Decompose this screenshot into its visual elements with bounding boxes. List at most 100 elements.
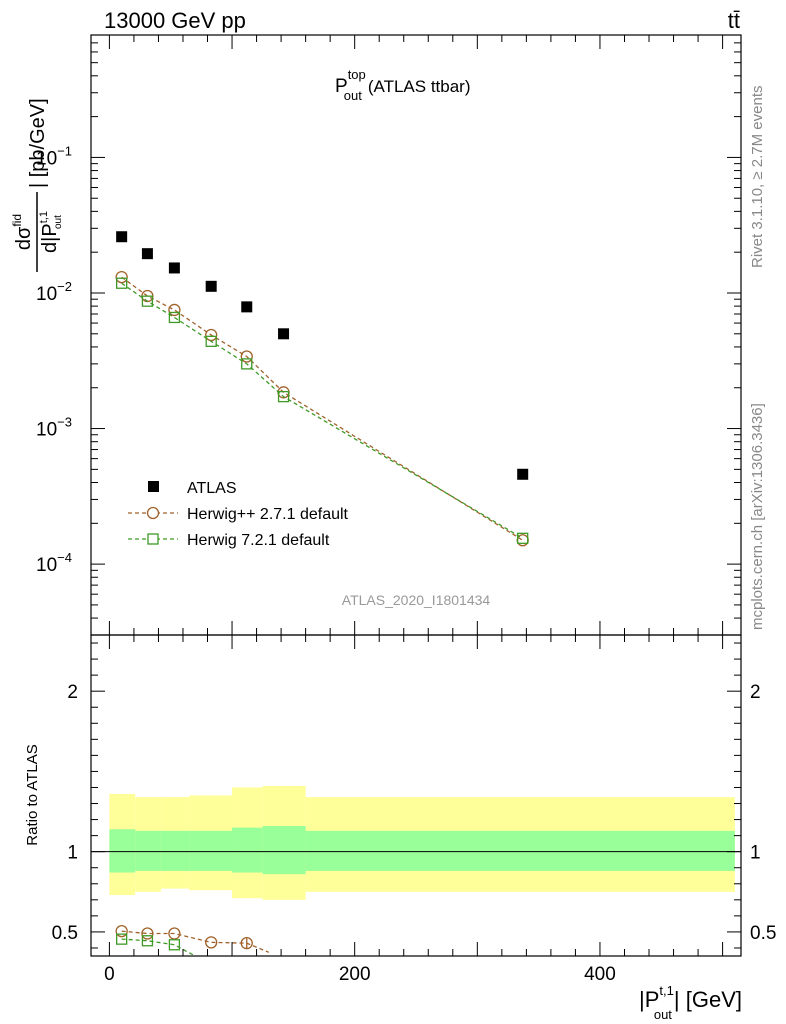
herwig7-point [168,311,181,324]
herwig7-point [517,532,529,544]
herwig7-ratio-point [116,933,128,945]
herwigpp-point [240,350,253,363]
mcplots-label: mcplots.cern.ch [arXiv:1306.3436] [749,403,766,630]
y-label-denominator: d|Pt,1 out [38,211,64,253]
inner-band-segment [305,830,735,871]
atlas-point [278,328,290,340]
y-label-den-main: d|P [39,223,61,253]
atlas-point [141,248,153,260]
y-label-numerator: dσfid [10,214,35,250]
herwig7-point [141,295,154,307]
process-label: tt̄ [728,8,740,33]
inner-band-segment [109,829,136,873]
ratio-y-tick-label-right: 2 [750,682,761,703]
main-y-tick-label: 10−1 [36,143,72,169]
herwig7-ratio-curve [121,938,196,956]
legend-atlas-marker [148,481,159,492]
herwigpp-ratio-curve [121,930,270,953]
legend-entry-herwig7: Herwig 7.2.1 default [128,532,330,549]
legend-herwig7-marker [147,533,159,545]
x-tick-label: 0 [104,964,115,985]
herwig7-curve [121,282,524,539]
main-y-tick-label: 10−2 [36,279,72,305]
tick-base: 10 [36,555,57,576]
inner-band-segment [160,830,190,871]
herwigpp-ratio-point [141,927,154,940]
tick-base: 10 [36,148,57,169]
y-label-num-main: dσ [13,226,35,250]
main-series-layer [115,231,529,547]
herwig7-ratio-point [168,939,181,951]
x-label-sup: t,1 [659,983,673,998]
herwig7-ratio-point [141,935,154,947]
y-label-num-sup: fid [10,214,24,227]
main-y-axis-label: dσfid d|Pt,1 out | [pb/GeV] [10,98,64,272]
tick-exponent: −2 [57,279,72,294]
ratio-y-tick-label-right: 0.5 [750,923,776,944]
y-label-den-sub: out [53,215,64,229]
y-label-den-sup: t,1 [38,211,50,223]
herwig7-point [116,277,128,289]
herwigpp-ratio-point [168,927,181,940]
main-y-tick-label: 10−3 [36,415,72,441]
ratio-y-tick-label-left: 0.5 [52,923,78,944]
legend: ATLAS Herwig++ 2.7.1 default Herwig 7.2.… [128,480,349,549]
rivet-label: Rivet 3.1.10, ≥ 2.7M events [749,86,766,269]
main-y-tick-labels: 10−110−210−310−4 [36,143,72,576]
energy-label: 13000 GeV pp [104,8,246,33]
main-title-superscript: top [348,67,366,82]
herwig7-point [277,390,290,403]
x-label-rest: | [GeV] [674,987,742,1012]
legend-entry-atlas: ATLAS [148,480,237,497]
legend-herwig7-label: Herwig 7.2.1 default [187,532,330,549]
ratio-series-layer [115,924,270,956]
atlas-point [241,301,253,313]
legend-entry-herwigpp: Herwig++ 2.7.1 default [128,506,349,523]
tick-exponent: −1 [57,143,72,158]
axis-ticks [91,34,741,956]
tick-exponent: −4 [57,550,72,565]
main-title-symbol: P [335,76,348,97]
herwig7-point [241,358,253,370]
ratio-uncertainty-bands [109,785,735,900]
x-label-main: |P [639,987,659,1012]
x-tick-label: 400 [584,964,616,985]
ratio-plot-frame [90,634,742,957]
herwigpp-point [205,328,218,342]
atlas-point [517,468,529,480]
atlas-point [116,231,128,243]
inner-band-segment [262,825,306,875]
herwigpp-ratio-point [205,936,218,949]
ratio-y-tick-label-left: 1 [67,843,78,864]
main-title-rest: (ATLAS ttbar) [368,77,471,96]
ratio-y-tick-label-left: 2 [67,682,78,703]
ratio-y-tick-labels: 0.5 0.5 1 1 2 2 [52,682,777,944]
tick-base: 10 [36,284,57,305]
ratio-y-tick-label-right: 1 [750,843,761,864]
atlas-point [205,280,217,292]
x-tick-label: 200 [339,964,371,985]
ratio-y-axis-label: Ratio to ATLAS [24,744,41,845]
legend-herwigpp-marker [146,506,160,520]
x-label-sub: out [654,1007,672,1022]
inner-band-segment [189,830,233,871]
main-title-subscript: out [344,88,362,103]
atlas-point [168,262,180,274]
tick-exponent: −3 [57,415,72,430]
inner-band-segment [135,830,161,871]
main-y-tick-label: 10−4 [36,550,72,576]
x-axis-label: |Pt,1 out| [GeV] [639,983,742,1022]
herwigpp-point [115,270,128,284]
herwigpp-ratio-point [240,937,253,950]
x-tick-labels: 0 200 400 [104,964,616,985]
main-title: Ptop out (ATLAS ttbar) [335,67,471,103]
herwigpp-ratio-point [115,924,128,938]
y-label-unit: | [pb/GeV] [27,98,49,188]
legend-atlas-label: ATLAS [187,480,237,497]
analysis-watermark: ATLAS_2020_I1801434 [342,592,491,608]
herwigpp-point [168,303,181,317]
herwig7-point [205,335,217,347]
legend-herwigpp-label: Herwig++ 2.7.1 default [187,506,349,523]
inner-band-segment [232,827,263,873]
